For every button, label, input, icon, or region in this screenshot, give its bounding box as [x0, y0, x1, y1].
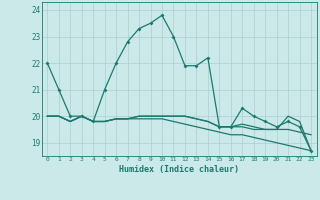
X-axis label: Humidex (Indice chaleur): Humidex (Indice chaleur) — [119, 165, 239, 174]
